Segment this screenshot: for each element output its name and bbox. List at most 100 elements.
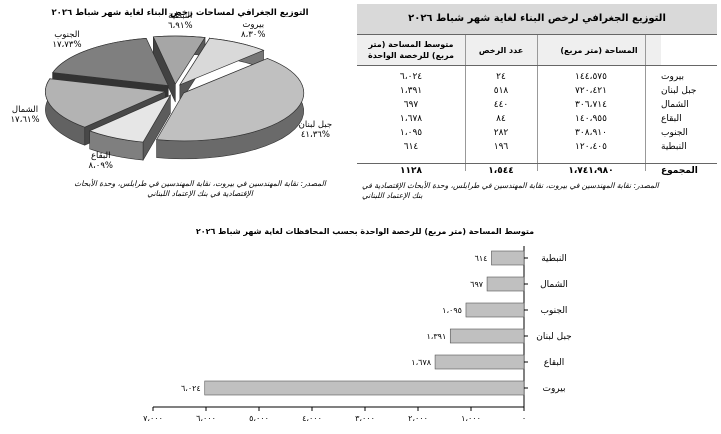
row-avg: ٦،٠٢٤ [399,72,423,82]
column-divider [537,35,538,171]
bar [204,380,525,396]
pie-slice [45,78,167,128]
row-area: ٧٢٠،٤٢١ [575,86,607,96]
bar-value-label: ١،٣٩١ [426,332,446,341]
bar-value-label: ٦،٠٢٤ [181,384,201,393]
pie-label-pct: %١٧،٦١ [10,115,40,126]
row-region: الجنوب [661,128,688,138]
row-area: ١٤٤،٥٧٥ [575,72,607,82]
row-count: ٥١٨ [493,86,509,96]
row-count: ٢٤ [496,72,506,82]
bar [491,250,525,266]
row-avg: ٦٩٧ [403,100,419,110]
table-row: البقاع ١٤٠،٩٥٥ ٨٤ ١،٦٧٨ [357,112,717,126]
pie-label-name: بيروت [242,20,265,31]
pie-slice [178,37,265,86]
category-label: النبطية [541,254,567,264]
category-label: جبل لبنان [536,332,571,342]
row-avg: ١،٦٧٨ [399,114,423,124]
pie-label-name: النبطية [168,11,193,22]
table-source-note: المصدر: نقابة المهندسين في بيروت، نقابة … [362,181,659,200]
table-row: النبطية ١٢٠،٤٠٥ ١٩٦ ٦١٤ [357,140,717,154]
bar-value-label: ١،٦٧٨ [411,358,431,367]
pie-label: الشمال %١٧،٦١ [2,105,48,125]
x-tick-label: ٤،٠٠٠ [302,414,322,423]
col-header-avg: متوسط المساحة (متر مربع) للرخصة الواحدة [357,35,465,65]
pie-slice [88,94,172,143]
bar-chart: ٠ ١،٠٠٠ ٢،٠٠٠ ٣،٠٠٠ ٤،٠٠٠ ٥،٠٠٠ ٦،٠٠٠ ٧،٠٠٠ ٦١٤ ا… [143,246,572,423]
column-divider [645,35,646,171]
pie-label-name: جبل لبنان [298,120,333,131]
row-avg: ١،٠٩٥ [399,128,423,138]
header-divider [357,65,717,66]
category-label: بيروت [542,384,565,394]
bar [465,302,525,318]
pie-label-name: الجنوب [54,30,80,41]
row-region: الشمال [661,100,689,110]
row-region: النبطية [661,142,687,152]
row-region: البقاع [661,114,682,124]
pie-label-name: البقاع [90,150,111,161]
col-header-area: المساحة (متر مربع) [537,35,661,65]
bar [486,276,525,292]
bar [449,328,525,344]
bar-value-label: ٦١٤ [475,254,488,263]
pie-label: النبطية %٦،٩١ [157,11,203,31]
bar [434,354,525,370]
row-area: ٣٠٨،٩١٠ [575,128,607,138]
x-tick-label: ٢،٠٠٠ [408,414,428,423]
row-avg: ٦١٤ [403,142,419,152]
table-total-row: المجموع ١،٧٤١،٩٨٠ ١،٥٤٤ ١١٢٨ [357,164,717,178]
pie-label-pct: %٨،٣٠ [240,30,266,41]
table-row: الشمال ٣٠٦،٧١٤ ٤٤٠ ٦٩٧ [357,98,717,112]
x-tick-label: ٦،٠٠٠ [196,414,216,423]
table-title-band [357,4,717,35]
category-label: البقاع [544,358,565,368]
pie-label-name: الشمال [11,105,39,116]
row-area: ١٢٠،٤٠٥ [575,142,607,152]
pie-label: جبل لبنان %٤١،٣٦ [292,120,338,140]
total-avg: ١١٢٨ [400,166,422,176]
row-area: ١٤٠،٩٥٥ [575,114,607,124]
row-region: جبل لبنان [661,86,697,96]
pie-slice [155,58,305,142]
table-row: الجنوب ٣٠٨،٩١٠ ٢٨٢ ١،٠٩٥ [357,126,717,140]
row-count: ٤٤٠ [493,100,509,110]
row-region: بيروت [661,72,685,82]
row-avg: ١،٣٩١ [399,86,423,96]
pie-label-pct: %٤١،٣٦ [300,130,330,141]
pie-label-pct: %١٧،٧٣ [52,40,82,51]
license-table: التوزيع الجغرافي لرخص البناء لغاية شهر ش… [357,4,717,178]
pie-source-note: المصدر: نقابة المهندسين في بيروت، نقابة … [74,179,326,198]
x-tick-label: ٣،٠٠٠ [355,414,375,423]
table-row: بيروت ١٤٤،٥٧٥ ٢٤ ٦،٠٢٤ [357,70,717,84]
x-tick-label: ٧،٠٠٠ [143,414,163,423]
pie-title: التوزيع الجغرافي لمساحات رخص البناء لغاي… [51,8,309,18]
total-label: المجموع [661,166,698,176]
pie-label: الجنوب %١٧،٧٣ [44,30,90,50]
row-count: ٨٤ [496,114,506,124]
row-area: ٣٠٦،٧١٤ [575,100,607,110]
pie-label: بيروت %٨،٣٠ [230,20,276,40]
pie-slice [152,35,206,85]
bar-chart-title: متوسط المساحة (متر مربع) للرخصة الواحدة … [195,227,535,236]
x-tick-label: ٥،٠٠٠ [249,414,269,423]
pie-label-pct: %٨،٠٩ [88,160,113,171]
total-count: ١،٥٤٤ [488,166,514,176]
table-row: جبل لبنان ٧٢٠،٤٢١ ٥١٨ ١،٣٩١ [357,84,717,98]
column-divider [465,35,466,171]
pie-chart [45,35,305,162]
col-header-count: عدد الرخص [465,35,537,65]
pie-label-pct: %٦،٩١ [167,21,193,32]
total-area: ١،٧٤١،٩٨٠ [568,166,614,176]
table-title: التوزيع الجغرافي لرخص البناء لغاية شهر ش… [408,13,666,24]
bar-value-label: ٦٩٧ [470,280,484,289]
category-label: الشمال [540,280,568,290]
pie-label: البقاع %٨،٠٩ [78,151,124,171]
x-tick-label: ٠ [522,414,526,423]
total-divider [357,163,717,164]
bar-value-label: ١،٠٩٥ [442,306,462,315]
x-tick-label: ١،٠٠٠ [461,414,481,423]
row-count: ١٩٦ [493,142,509,152]
row-count: ٢٨٢ [493,128,509,138]
